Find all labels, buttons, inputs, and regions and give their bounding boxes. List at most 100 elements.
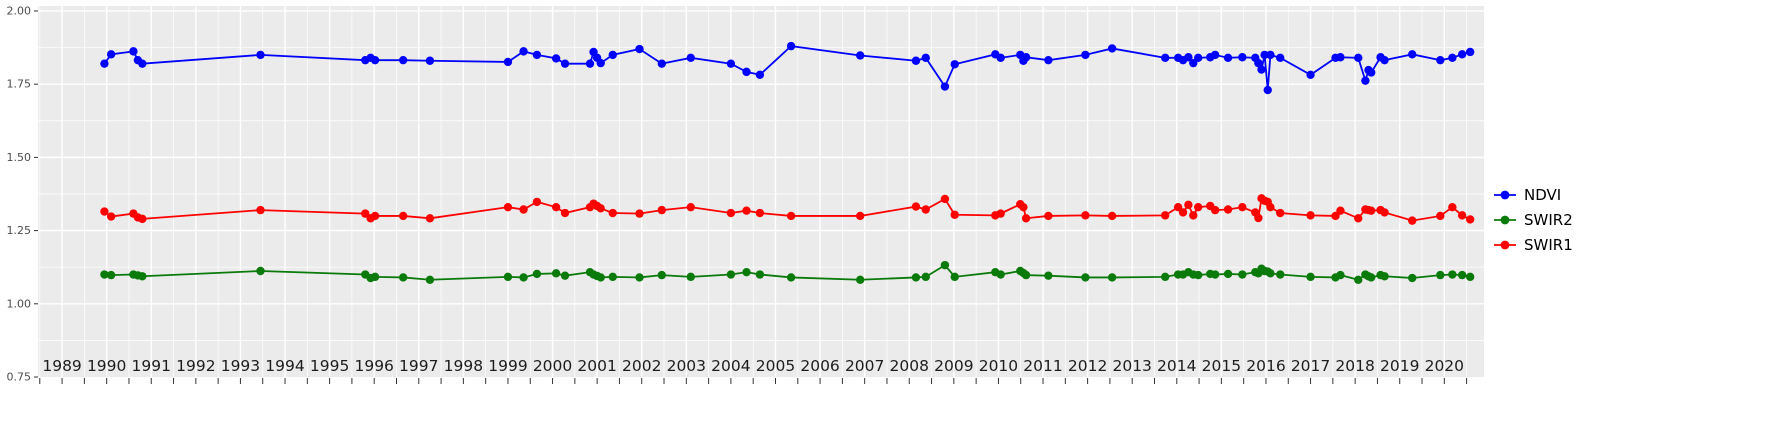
swir2-series-key-icon	[1494, 215, 1516, 225]
data-point	[1160, 211, 1170, 220]
x-tick-label: 2012	[1068, 357, 1107, 375]
data-point	[1306, 272, 1315, 282]
data-point	[608, 208, 617, 218]
data-point	[911, 273, 921, 282]
x-tick-label: 2006	[800, 357, 839, 375]
data-point	[1184, 200, 1193, 210]
y-axis-labels: 2.00 1.75 1.50 1.25 1.00 0.75	[7, 4, 32, 383]
data-point	[996, 209, 1005, 218]
data-point	[1366, 273, 1376, 282]
data-point	[1266, 202, 1275, 212]
data-point	[1210, 50, 1220, 60]
data-point	[1189, 58, 1198, 68]
data-point	[106, 270, 116, 280]
data-point	[950, 60, 959, 69]
data-point	[425, 214, 435, 223]
x-tick-label: 2007	[845, 357, 884, 375]
data-point	[1081, 211, 1090, 220]
data-point	[686, 272, 695, 282]
data-point	[138, 214, 147, 224]
data-point	[106, 212, 116, 221]
data-point	[1448, 202, 1457, 212]
x-axis-ticks	[39, 378, 1468, 384]
data-point	[1336, 206, 1345, 215]
data-point	[1457, 270, 1467, 280]
data-point	[1044, 271, 1053, 280]
data-point	[425, 275, 435, 284]
legend-label-swir2: SWIR2	[1524, 210, 1573, 229]
data-point	[1254, 213, 1263, 223]
data-point	[532, 269, 542, 279]
data-point	[1193, 53, 1203, 63]
data-point	[1354, 214, 1363, 223]
data-point	[635, 273, 644, 282]
x-tick-label: 1990	[87, 357, 126, 375]
y-tick-label: 2.00	[7, 4, 32, 17]
data-point	[1448, 270, 1457, 279]
data-point	[1408, 216, 1417, 225]
x-tick-label: 1996	[354, 357, 393, 375]
data-point	[1380, 272, 1389, 281]
data-point	[551, 54, 561, 63]
data-point	[940, 260, 950, 270]
data-point	[370, 55, 380, 65]
series-ndvi	[100, 41, 1475, 95]
data-point	[1223, 269, 1233, 279]
data-point	[1257, 65, 1266, 74]
x-tick-label: 2000	[533, 357, 572, 375]
data-point	[532, 50, 542, 60]
data-point	[911, 56, 921, 65]
data-point	[1276, 208, 1285, 218]
data-point	[856, 275, 865, 284]
data-point	[1457, 50, 1467, 59]
data-point	[1021, 53, 1031, 62]
x-tick-label: 2015	[1202, 357, 1241, 375]
data-point	[921, 53, 930, 63]
x-tick-label: 1995	[310, 357, 349, 375]
data-point	[1238, 202, 1247, 212]
data-point	[996, 270, 1005, 279]
x-tick-label: 2011	[1023, 357, 1062, 375]
data-point	[1361, 76, 1370, 85]
data-point	[370, 211, 380, 221]
data-point	[1408, 50, 1417, 59]
data-point	[1436, 270, 1445, 280]
x-tick-label: 2009	[934, 357, 973, 375]
data-point	[1436, 55, 1445, 65]
data-point	[1380, 55, 1389, 65]
data-point	[503, 57, 513, 67]
data-point	[1408, 273, 1417, 283]
x-tick-label: 2010	[979, 357, 1018, 375]
x-tick-label: 2001	[577, 357, 616, 375]
x-tick-label: 2004	[711, 357, 750, 375]
data-point	[1266, 50, 1275, 60]
data-point	[726, 270, 736, 279]
data-point	[786, 41, 796, 51]
data-point	[256, 205, 265, 215]
data-point	[1331, 211, 1340, 221]
data-point	[551, 202, 561, 212]
data-point	[1021, 270, 1031, 280]
x-tick-label: 1998	[444, 357, 483, 375]
data-point	[503, 202, 513, 212]
data-point	[106, 50, 116, 59]
data-point	[635, 209, 644, 218]
data-point	[585, 59, 595, 68]
data-point	[856, 211, 865, 221]
data-point	[1044, 55, 1053, 65]
data-point	[1193, 202, 1203, 212]
x-tick-label: 2003	[667, 357, 706, 375]
major-gridlines	[38, 6, 1484, 377]
data-point	[1306, 70, 1315, 80]
legend-label-swir1: SWIR1	[1524, 235, 1573, 254]
data-point	[1465, 215, 1475, 224]
legend-item-ndvi: NDVI	[1492, 184, 1573, 206]
data-point	[370, 272, 380, 282]
x-tick-label: 1992	[176, 357, 215, 375]
data-point	[1448, 53, 1457, 63]
data-point	[256, 50, 265, 60]
data-point	[503, 272, 513, 282]
data-point	[950, 210, 959, 219]
x-tick-label: 2018	[1335, 357, 1374, 375]
data-point	[1107, 44, 1117, 53]
